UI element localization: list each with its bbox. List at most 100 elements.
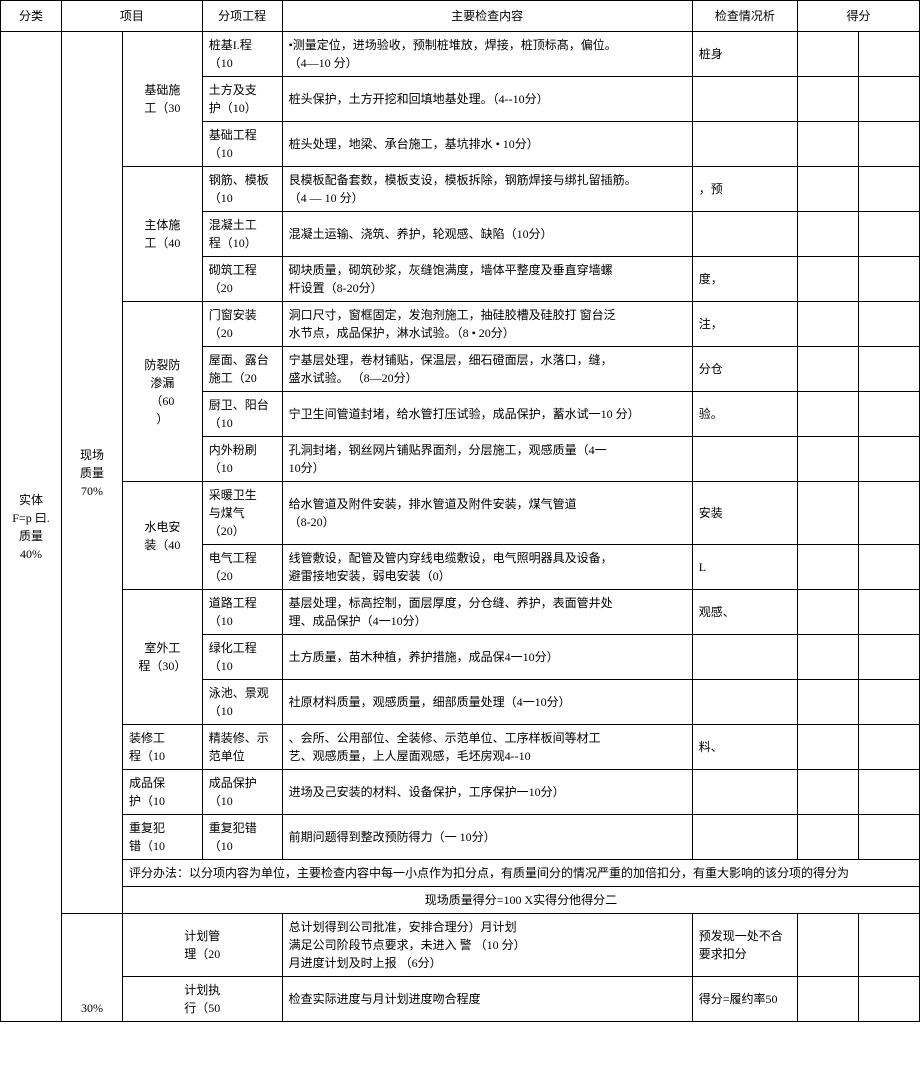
cell-score2 (858, 32, 919, 77)
cell-item: 屋面、露台 施工（20 (202, 347, 282, 392)
cell-score2 (858, 545, 919, 590)
cell-waterelec-group: 水电安 装（40 (122, 482, 202, 590)
cell-content: 宁卫生间管道封堵，给水管打压试验，成品保护，蓄水试一10 分） (282, 392, 692, 437)
cell-score1 (798, 680, 859, 725)
cell-item: 内外粉刷 （10 (202, 437, 282, 482)
cell-score2 (858, 257, 919, 302)
cell-site-quality: 现场 质量 70% (61, 32, 122, 914)
cell-score1 (798, 725, 859, 770)
cell-status (692, 680, 797, 725)
cell-status: 观感、 (692, 590, 797, 635)
cell-score1 (798, 347, 859, 392)
cell-content: 给水管道及附件安装，排水管道及附件安装，煤气管道 （8-20） (282, 482, 692, 545)
cell-decoration-group: 装修工 程（10 (122, 725, 202, 770)
cell-status: 安装 (692, 482, 797, 545)
hdr-content: 主要检查内容 (282, 1, 692, 32)
cell-product-protect-group: 成品保 护（10 (122, 770, 202, 815)
cell-status: 分仓 (692, 347, 797, 392)
cell-status: 度， (692, 257, 797, 302)
cell-content: 砌块质量，砌筑砂浆，灰缝饱满度，墙体平整度及垂直穿墙螺 杆设置（8-20分） (282, 257, 692, 302)
cell-score1 (798, 437, 859, 482)
cell-content: 前期问题得到整改预防得力（一 10分） (282, 815, 692, 860)
cell-item: 精装修、示 范单位 (202, 725, 282, 770)
cell-score1 (798, 32, 859, 77)
cell-content: 社原材料质量，观感质量，细部质量处理（4一10分） (282, 680, 692, 725)
cell-score1 (798, 635, 859, 680)
cell-content: 线管敷设，配管及管内穿线电缆敷设，电气照明器具及设备， 避雷接地安装，弱电安装（… (282, 545, 692, 590)
cell-crack-group: 防裂防 渗漏 （60 ） (122, 302, 202, 482)
cell-status: 验。 (692, 392, 797, 437)
cell-status: 桩身 (692, 32, 797, 77)
cell-item: 基础工程 （10 (202, 122, 282, 167)
cell-item: 钢筋、模板 （10 (202, 167, 282, 212)
cell-score1 (798, 815, 859, 860)
hdr-category: 分类 (1, 1, 62, 32)
cell-content: 宁基层处理，卷材铺贴，保温层，细石磴面层，水落口，缝， 盛水试验。 （8—20分… (282, 347, 692, 392)
cell-content: 桩头保护，土方开挖和回填地基处理。（4--10分） (282, 77, 692, 122)
cell-item: 桩基I.程 （10 (202, 32, 282, 77)
cell-score1 (798, 122, 859, 167)
table-header: 分类 项目 分项工程 主要检查内容 检查情况析 得分 (1, 1, 920, 32)
cell-status (692, 122, 797, 167)
row-product-protect: 成品保 护（10 成品保护 （10 进场及己安装的材料、设备保护，工序保护一10… (1, 770, 920, 815)
inspection-table: 分类 项目 分项工程 主要检查内容 检查情况析 得分 实体 F=p 曰. 质量 … (0, 0, 920, 1022)
cell-status (692, 212, 797, 257)
cell-plan-exec-group: 计划执 行（50 (122, 977, 282, 1022)
cell-item: 门窗安装 （20 (202, 302, 282, 347)
cell-score1 (798, 977, 859, 1022)
cell-score2 (858, 977, 919, 1022)
cell-score2 (858, 347, 919, 392)
cell-score2 (858, 635, 919, 680)
row-heating: 水电安 装（40 采暖卫生 与煤气 （20） 给水管道及附件安装，排水管道及附件… (1, 482, 920, 545)
cell-main-group: 主体施 工（40 (122, 167, 202, 302)
row-repeat-err: 重复犯 错（10 重复犯错 （10 前期问题得到整改预防得力（一 10分） (1, 815, 920, 860)
cell-score2 (858, 770, 919, 815)
cell-score1 (798, 392, 859, 437)
cell-score2 (858, 815, 919, 860)
hdr-score: 得分 (798, 1, 920, 32)
cell-content: 、会所、公用部位、全装修、示范单位、工序样板间等材工 艺、观感质量，上人屋面观感… (282, 725, 692, 770)
cell-score2 (858, 302, 919, 347)
cell-status: 注， (692, 302, 797, 347)
cell-score2 (858, 392, 919, 437)
cell-status: 得分=履约率50 (692, 977, 797, 1022)
cell-item: 泳池、景观 （10 (202, 680, 282, 725)
cell-score2 (858, 590, 919, 635)
cell-score2 (858, 482, 919, 545)
cell-score2 (858, 437, 919, 482)
cell-content: 检查实际进度与月计划进度吻合程度 (282, 977, 692, 1022)
row-decoration: 装修工 程（10 精装修、示 范单位 、会所、公用部位、全装修、示范单位、工序样… (1, 725, 920, 770)
row-pile: 实体 F=p 曰. 质量 40% 现场 质量 70% 基础施 工（30 桩基I.… (1, 32, 920, 77)
hdr-status: 检查情况析 (692, 1, 797, 32)
cell-status (692, 437, 797, 482)
cell-score1 (798, 482, 859, 545)
cell-item: 砌筑工程 （20 (202, 257, 282, 302)
cell-item: 重复犯错 （10 (202, 815, 282, 860)
cell-item: 土方及支 护（10） (202, 77, 282, 122)
cell-score2 (858, 77, 919, 122)
cell-score2 (858, 167, 919, 212)
row-window: 防裂防 渗漏 （60 ） 门窗安装 （20 洞口尺寸，窗框固定，发泡剂施工，抽硅… (1, 302, 920, 347)
cell-score2 (858, 914, 919, 977)
cell-item: 采暖卫生 与煤气 （20） (202, 482, 282, 545)
hdr-subitem: 分项工程 (202, 1, 282, 32)
cell-status (692, 815, 797, 860)
cell-content: 混凝土运输、浇筑、养护，轮观感、缺陷（10分） (282, 212, 692, 257)
row-road: 室外工 程（30） 道路工程 （10 基层处理，标高控制，面层厚度，分仓缝、养护… (1, 590, 920, 635)
row-rebar: 主体施 工（40 钢筋、模板 （10 艮模板配备套数，模板支设，模板拆除，钢筋焊… (1, 167, 920, 212)
row-formula: 现场质量得分=100 X实得分他得分二 (1, 887, 920, 914)
cell-content: •测量定位，进场验收，预制桩堆放，焊接，桩顶标髙，偏位。 （4—10 分） (282, 32, 692, 77)
cell-content: 总计划得到公司批准，安排合理分）月计划 满足公司阶段节点要求，未进入 警 （10… (282, 914, 692, 977)
cell-score2 (858, 725, 919, 770)
cell-content: 洞口尺寸，窗框固定，发泡剂施工，抽硅胶槽及硅胶打 窗台泛 水节点，成品保护，淋水… (282, 302, 692, 347)
cell-status: L (692, 545, 797, 590)
cell-item: 电气工程 （20 (202, 545, 282, 590)
cell-category: 实体 F=p 曰. 质量 40% (1, 32, 62, 1022)
cell-score2 (858, 122, 919, 167)
cell-score1 (798, 77, 859, 122)
cell-score2 (858, 680, 919, 725)
cell-status: 料、 (692, 725, 797, 770)
cell-eval-method: 评分办法：以分项内容为单位，主要检查内容中每一小点作为扣分点，有质量间分的情况严… (122, 860, 919, 887)
cell-content: 艮模板配备套数，模板支设，模板拆除，钢筋焊接与绑扎留插筋。 （4 — 10 分） (282, 167, 692, 212)
cell-status (692, 770, 797, 815)
